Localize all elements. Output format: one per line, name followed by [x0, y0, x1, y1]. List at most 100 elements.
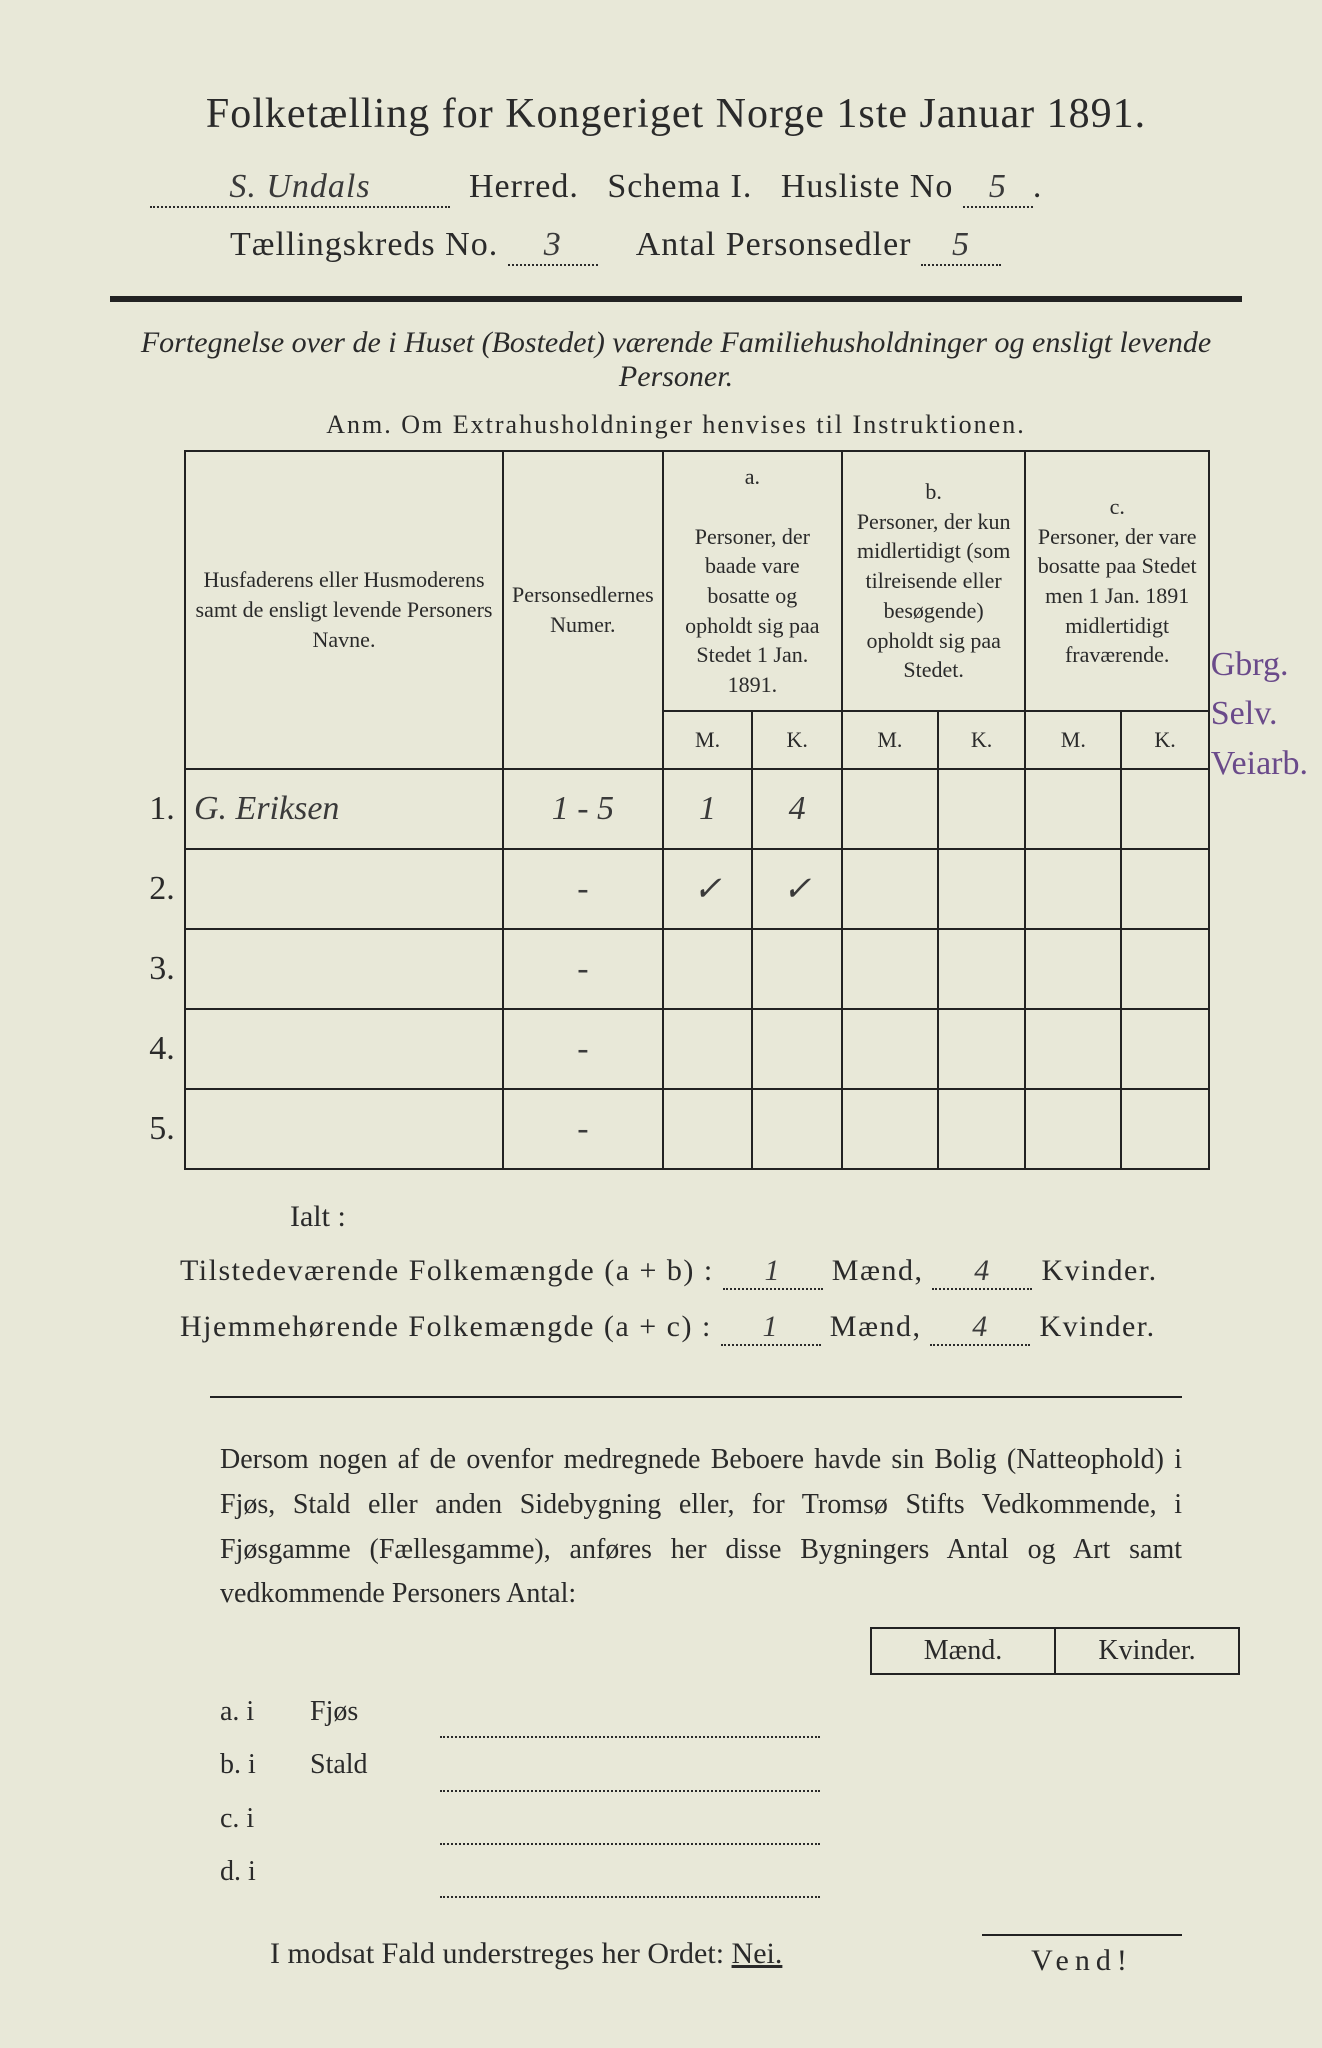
cell-name	[185, 929, 503, 1009]
col-c-k: K.	[1121, 711, 1209, 769]
cell-b-k	[938, 849, 1026, 929]
cell-a-m	[663, 1089, 753, 1169]
table-row: 1.G. Eriksen1 - 514	[140, 769, 1209, 849]
sum-present: Tilstedeværende Folkemængde (a + b) : 1 …	[180, 1254, 1242, 1290]
cell-c-k	[1121, 849, 1209, 929]
cell-c-m	[1025, 769, 1121, 849]
col-c-top: c.	[1110, 494, 1125, 519]
cell-num: -	[503, 1089, 663, 1169]
notes-paragraph: Dersom nogen af de ovenfor medregnede Be…	[220, 1438, 1182, 1617]
household-table: Husfaderens eller Husmoderens samt de en…	[140, 450, 1210, 1170]
col-c-text: Personer, der vare bosatte paa Stedet me…	[1038, 524, 1197, 668]
side-prefix: b. i	[220, 1738, 310, 1791]
col-b-top: b.	[925, 479, 942, 504]
sum1-kvinder: 4	[932, 1254, 1032, 1290]
row-number: 5.	[140, 1089, 185, 1169]
herred-label: Herred.	[469, 168, 579, 205]
side-prefix: d. i	[220, 1845, 310, 1898]
sum-resident: Hjemmehørende Folkemængde (a + c) : 1 Mæ…	[180, 1310, 1242, 1346]
husliste-value: 5	[963, 168, 1033, 208]
margin-line-2: Selv.	[1211, 689, 1308, 738]
margin-line-3: Veiarb.	[1211, 739, 1308, 788]
cell-name	[185, 1089, 503, 1169]
table-row: 3. -	[140, 929, 1209, 1009]
col-c-m: M.	[1025, 711, 1121, 769]
cell-b-m	[842, 929, 938, 1009]
side-label: Stald	[310, 1738, 440, 1791]
cell-num: -	[503, 929, 663, 1009]
cell-a-k	[752, 1009, 842, 1089]
col-names: Husfaderens eller Husmoderens samt de en…	[185, 451, 503, 769]
table-row: 5. -	[140, 1089, 1209, 1169]
cell-a-k: 4	[752, 769, 842, 849]
col-a: a. Personer, der baade vare bosatte og o…	[663, 451, 842, 711]
cell-name	[185, 1009, 503, 1089]
side-row: c. i	[220, 1792, 820, 1845]
side-dots	[440, 1759, 820, 1792]
cell-c-m	[1025, 849, 1121, 929]
col-rownum	[140, 451, 185, 711]
side-label: Fjøs	[310, 1685, 440, 1738]
margin-line-1: Gbrg.	[1211, 640, 1308, 689]
side-dots	[440, 1812, 820, 1845]
cell-b-m	[842, 849, 938, 929]
cell-b-m	[842, 769, 938, 849]
sum1-kvinder-lbl: Kvinder.	[1041, 1254, 1157, 1287]
antal-label: Antal Personsedler	[636, 226, 912, 263]
sum1-label: Tilstedeværende Folkemængde (a + b) :	[180, 1254, 714, 1287]
cell-b-k	[938, 1089, 1026, 1169]
col-numer: Personsedlernes Numer.	[503, 451, 663, 769]
cell-num: -	[503, 1009, 663, 1089]
sum2-maend-lbl: Mænd,	[830, 1310, 922, 1343]
sum1-maend-lbl: Mænd,	[832, 1254, 924, 1287]
cell-b-k	[938, 929, 1026, 1009]
row-number: 3.	[140, 929, 185, 1009]
sum2-kvinder-lbl: Kvinder.	[1039, 1310, 1155, 1343]
cell-b-m	[842, 1009, 938, 1089]
sum2-kvinder: 4	[930, 1310, 1030, 1346]
cell-a-m: ✓	[663, 849, 753, 929]
cell-c-k	[1121, 929, 1209, 1009]
row-number: 2.	[140, 849, 185, 929]
header-line-1: S. Undals Herred. Schema I. Husliste No …	[150, 168, 1242, 208]
col-b-k: K.	[938, 711, 1026, 769]
cell-c-k	[1121, 769, 1209, 849]
cell-c-k	[1121, 1009, 1209, 1089]
cell-a-k: ✓	[752, 849, 842, 929]
row-number: 1.	[140, 769, 185, 849]
ialt-label: Ialt :	[290, 1200, 1242, 1234]
antal-value: 5	[921, 226, 1001, 266]
husliste-label: Husliste No	[781, 168, 954, 205]
side-dots	[440, 1706, 820, 1739]
cell-c-m	[1025, 1089, 1121, 1169]
side-building-list: a. iFjøsb. iStaldc. id. i	[220, 1685, 820, 1907]
cell-b-k	[938, 769, 1026, 849]
col-b-m: M.	[842, 711, 938, 769]
cell-name: G. Eriksen	[185, 769, 503, 849]
col-a-k: K.	[752, 711, 842, 769]
cell-name	[185, 849, 503, 929]
side-row: a. iFjøs	[220, 1685, 820, 1738]
cell-num: -	[503, 849, 663, 929]
cell-a-m	[663, 1009, 753, 1089]
row-number: 4.	[140, 1009, 185, 1089]
col-b-text: Personer, der kun midlertidigt (som tilr…	[857, 509, 1011, 682]
subtitle: Fortegnelse over de i Huset (Bostedet) v…	[110, 326, 1242, 394]
cell-a-m: 1	[663, 769, 753, 849]
cell-c-k	[1121, 1089, 1209, 1169]
side-row: d. i	[220, 1845, 820, 1898]
cell-a-k	[752, 929, 842, 1009]
nei-prefix: I modsat Fald understreges her Ordet:	[270, 1937, 732, 1970]
side-maend: Mænd.	[872, 1627, 1056, 1675]
col-b: b. Personer, der kun midlertidigt (som t…	[842, 451, 1025, 711]
header-line-2: Tællingskreds No. 3 Antal Personsedler 5	[230, 226, 1242, 266]
schema-label: Schema I.	[607, 168, 752, 205]
vend-label: Vend!	[982, 1934, 1182, 1978]
margin-annotation: Gbrg. Selv. Veiarb.	[1211, 640, 1308, 788]
taellingskreds-label: Tællingskreds No.	[230, 226, 498, 263]
cell-a-m	[663, 929, 753, 1009]
col-a-top: a.	[745, 464, 760, 489]
taellingskreds-value: 3	[508, 226, 598, 266]
side-table-header: Mænd. Kvinder.	[870, 1627, 1242, 1675]
sum2-maend: 1	[721, 1310, 821, 1346]
